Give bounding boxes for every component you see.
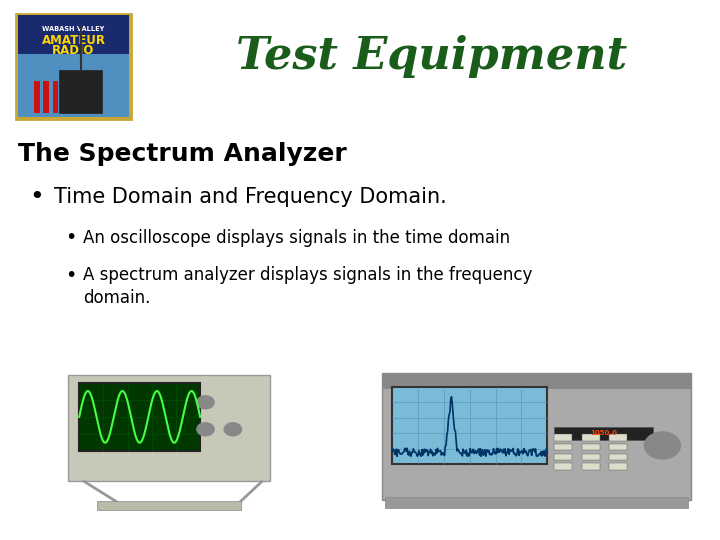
FancyBboxPatch shape [34, 81, 40, 113]
Text: •: • [65, 228, 76, 247]
FancyBboxPatch shape [59, 70, 102, 113]
FancyBboxPatch shape [609, 444, 627, 450]
FancyBboxPatch shape [97, 501, 241, 510]
Circle shape [224, 423, 241, 436]
FancyBboxPatch shape [554, 427, 654, 440]
Text: WABASH VALLEY: WABASH VALLEY [42, 25, 104, 32]
Text: domain.: domain. [83, 289, 150, 307]
FancyBboxPatch shape [582, 463, 600, 470]
FancyBboxPatch shape [68, 375, 270, 481]
Circle shape [197, 396, 214, 409]
FancyBboxPatch shape [382, 373, 691, 389]
Text: RADIO: RADIO [53, 44, 94, 57]
FancyBboxPatch shape [554, 463, 572, 470]
FancyBboxPatch shape [609, 434, 627, 441]
Text: A spectrum analyzer displays signals in the frequency: A spectrum analyzer displays signals in … [83, 266, 532, 285]
Text: The Spectrum Analyzer: The Spectrum Analyzer [18, 142, 347, 166]
FancyBboxPatch shape [18, 15, 129, 117]
FancyBboxPatch shape [554, 454, 572, 460]
FancyBboxPatch shape [554, 434, 572, 441]
Text: •: • [29, 185, 43, 209]
Text: •: • [65, 266, 76, 285]
FancyBboxPatch shape [609, 454, 627, 460]
Text: AMATEUR: AMATEUR [42, 34, 105, 47]
Circle shape [644, 432, 680, 459]
FancyBboxPatch shape [62, 81, 68, 113]
FancyBboxPatch shape [582, 444, 600, 450]
FancyBboxPatch shape [79, 383, 200, 451]
FancyBboxPatch shape [382, 373, 691, 500]
FancyBboxPatch shape [385, 497, 688, 508]
FancyBboxPatch shape [392, 387, 547, 464]
FancyBboxPatch shape [609, 463, 627, 470]
Text: An oscilloscope displays signals in the time domain: An oscilloscope displays signals in the … [83, 228, 510, 247]
FancyBboxPatch shape [53, 81, 58, 113]
FancyBboxPatch shape [18, 15, 129, 54]
FancyBboxPatch shape [582, 434, 600, 441]
FancyBboxPatch shape [16, 14, 131, 119]
Text: 1050.0: 1050.0 [590, 430, 618, 436]
Circle shape [197, 423, 214, 436]
Text: Time Domain and Frequency Domain.: Time Domain and Frequency Domain. [54, 187, 446, 207]
Text: Test Equipment: Test Equipment [236, 35, 628, 78]
FancyBboxPatch shape [582, 454, 600, 460]
FancyBboxPatch shape [43, 81, 49, 113]
FancyBboxPatch shape [554, 444, 572, 450]
